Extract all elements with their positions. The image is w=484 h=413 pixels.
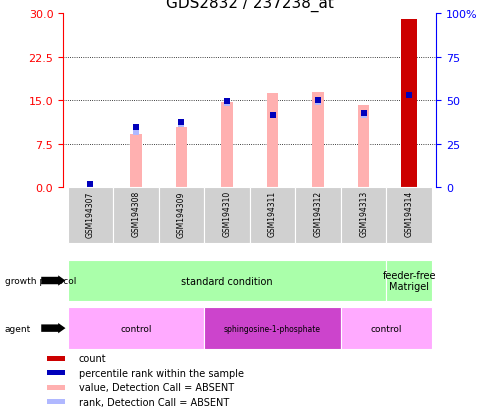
Bar: [46, 370, 64, 375]
Bar: [204, 308, 340, 349]
Bar: [46, 385, 64, 390]
Title: GDS2832 / 237238_at: GDS2832 / 237238_at: [166, 0, 333, 12]
Text: standard condition: standard condition: [181, 276, 272, 286]
Text: growth protocol: growth protocol: [5, 276, 76, 285]
Bar: [130, 135, 141, 188]
Bar: [266, 94, 278, 188]
Bar: [46, 399, 64, 404]
Bar: [340, 188, 386, 244]
Bar: [312, 93, 323, 188]
Bar: [67, 260, 386, 301]
Bar: [67, 188, 113, 244]
Bar: [67, 308, 204, 349]
Text: GSM194307: GSM194307: [86, 191, 95, 237]
Bar: [249, 188, 295, 244]
Text: feeder-free
Matrigel: feeder-free Matrigel: [382, 270, 435, 292]
Text: GSM194314: GSM194314: [404, 191, 413, 237]
Bar: [46, 356, 64, 361]
Text: GSM194309: GSM194309: [177, 191, 185, 237]
Text: value, Detection Call = ABSENT: value, Detection Call = ABSENT: [78, 382, 233, 392]
Bar: [175, 127, 187, 188]
Bar: [357, 106, 368, 188]
Bar: [386, 260, 431, 301]
Bar: [113, 188, 158, 244]
Bar: [221, 102, 232, 188]
Bar: [204, 188, 249, 244]
Text: percentile rank within the sample: percentile rank within the sample: [78, 368, 243, 378]
Bar: [295, 188, 340, 244]
Text: rank, Detection Call = ABSENT: rank, Detection Call = ABSENT: [78, 396, 228, 407]
Text: GSM194313: GSM194313: [358, 191, 367, 237]
Bar: [386, 188, 431, 244]
Text: GSM194312: GSM194312: [313, 191, 322, 237]
Text: GSM194311: GSM194311: [268, 191, 276, 237]
Text: GSM194308: GSM194308: [131, 191, 140, 237]
Text: control: control: [370, 324, 401, 333]
Text: agent: agent: [5, 324, 31, 333]
Bar: [340, 308, 431, 349]
Text: count: count: [78, 353, 106, 363]
Text: sphingosine-1-phosphate: sphingosine-1-phosphate: [224, 324, 320, 333]
Text: control: control: [120, 324, 151, 333]
Bar: [158, 188, 204, 244]
Bar: [400, 20, 416, 188]
Text: GSM194310: GSM194310: [222, 191, 231, 237]
